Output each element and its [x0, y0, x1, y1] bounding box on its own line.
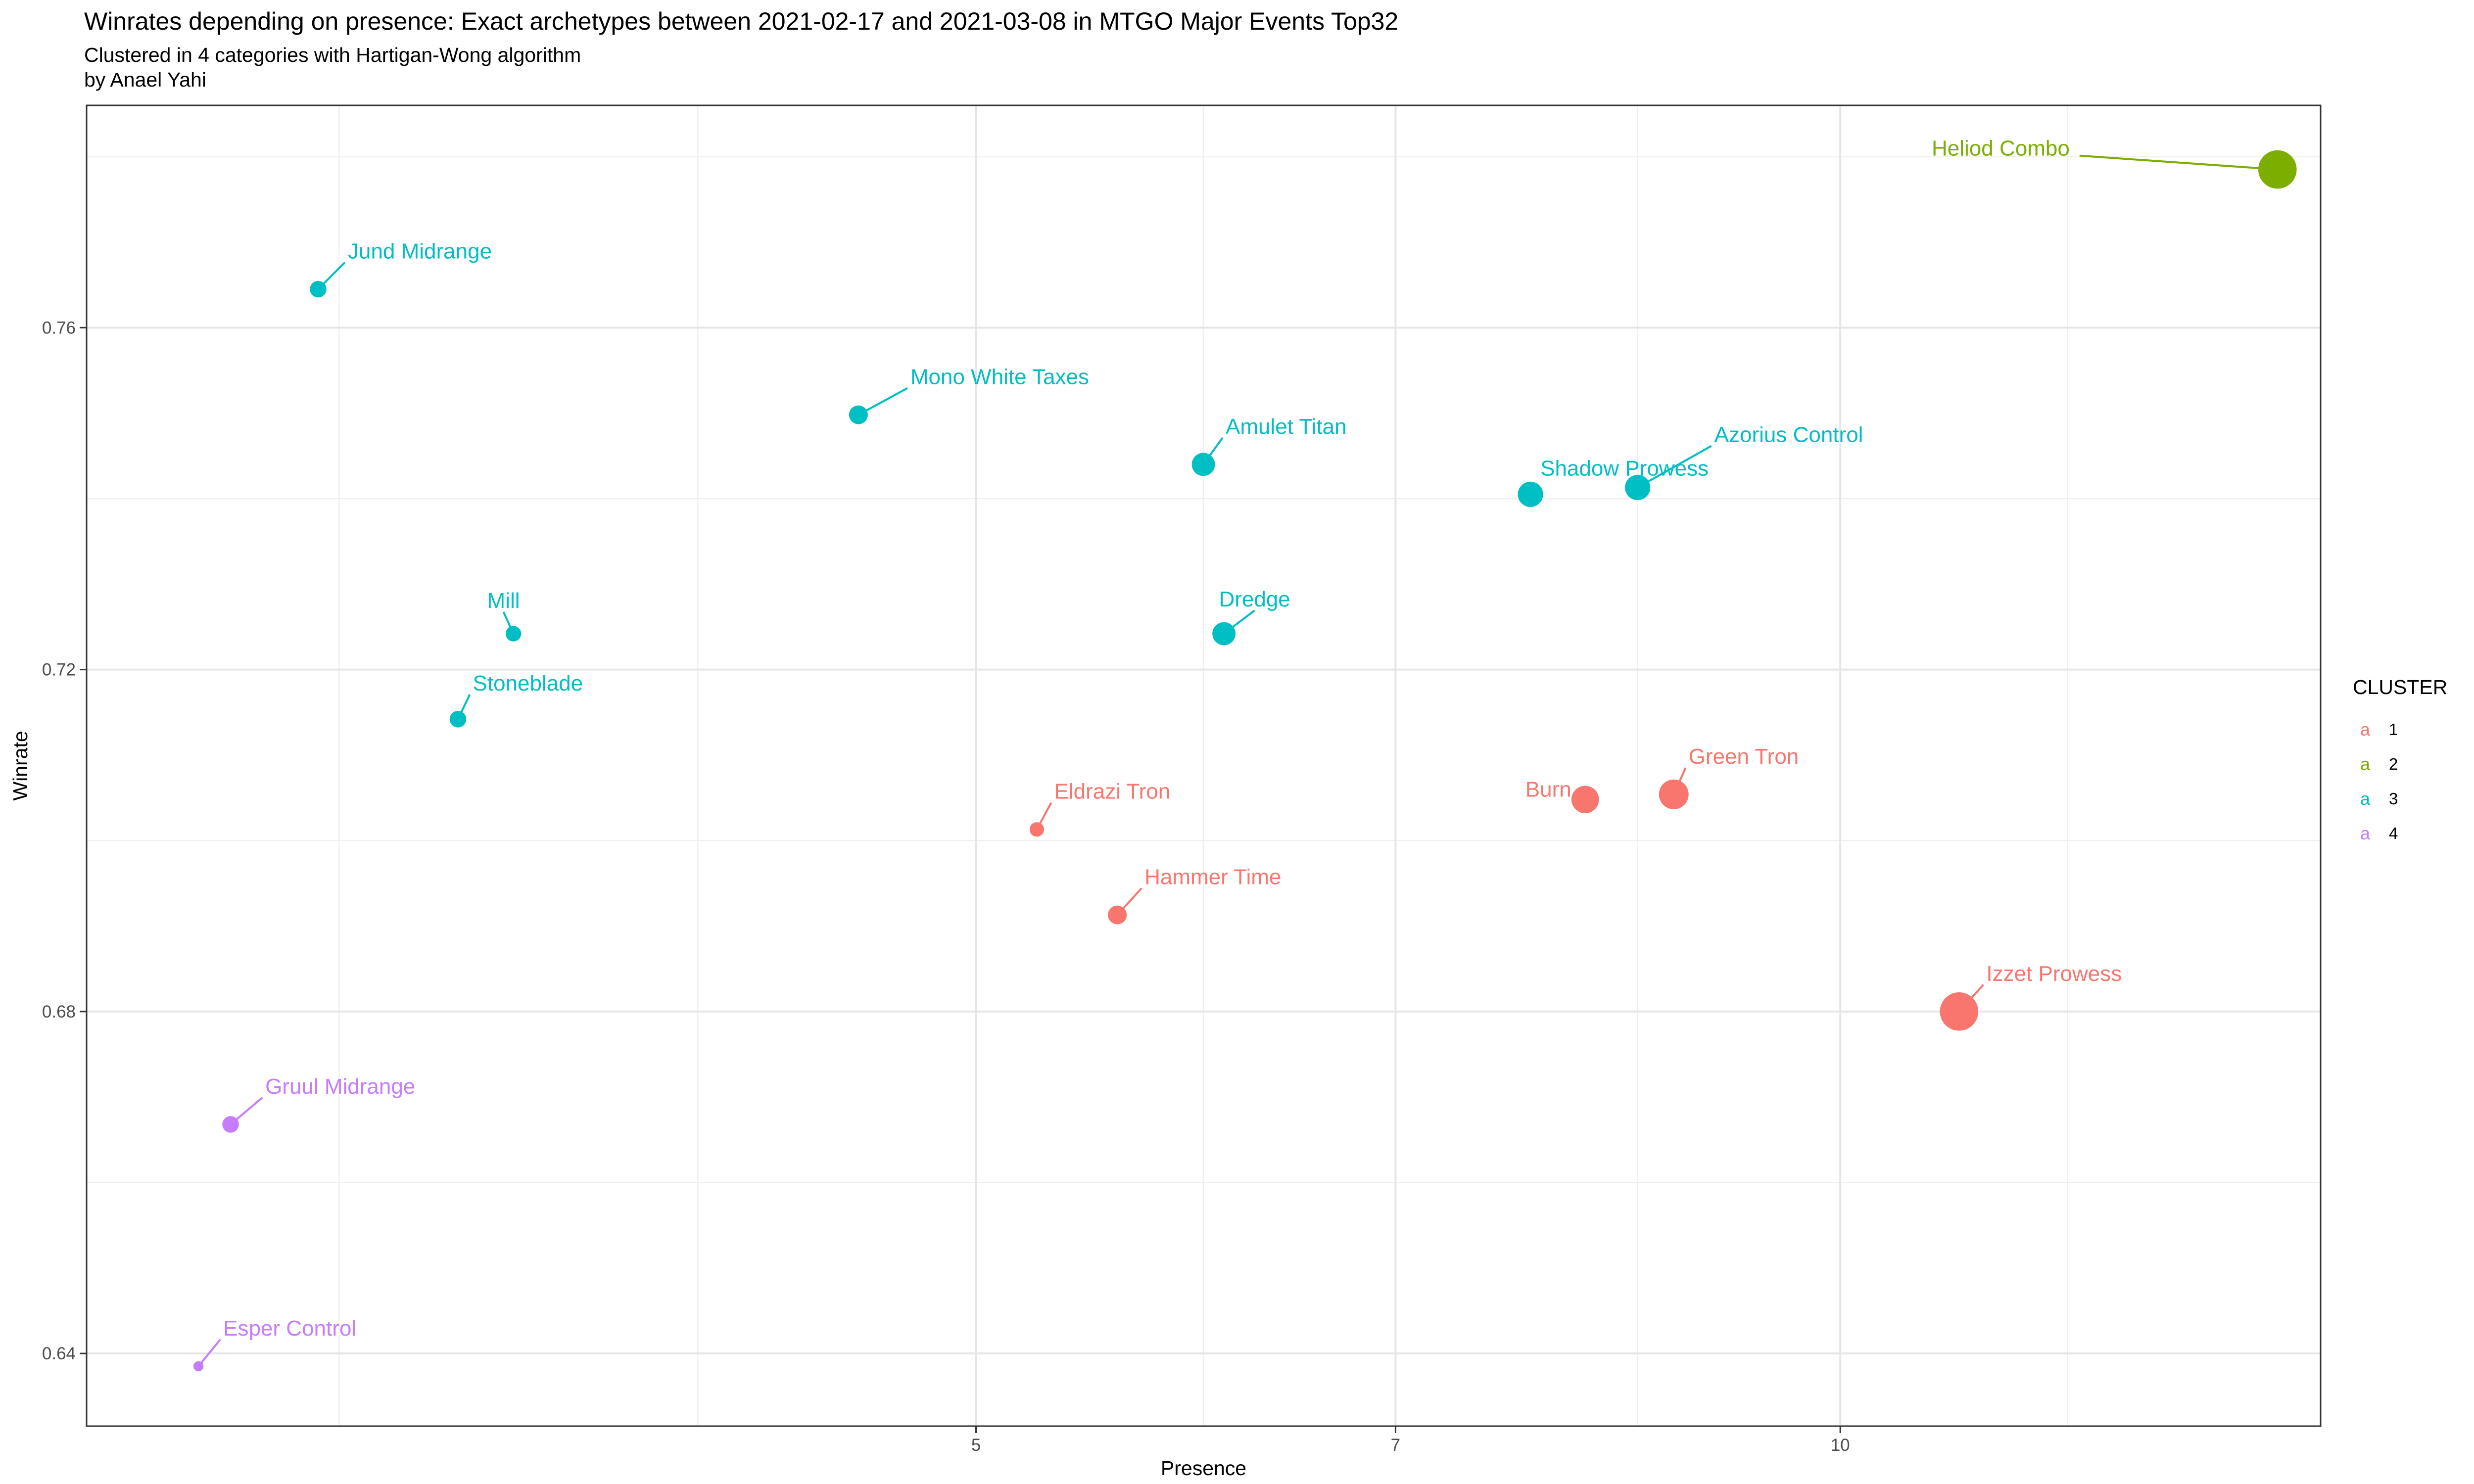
legend-item-cluster-3: a 3 [2355, 783, 2398, 815]
data-point [1571, 786, 1599, 814]
legend-key-cluster-2: a [2360, 754, 2371, 774]
data-point [193, 1361, 204, 1372]
legend-key-cluster-4: a [2360, 823, 2371, 843]
point-label: Dredge [1219, 587, 1290, 611]
x-tick-label: 10 [1831, 1436, 1850, 1455]
data-point [1518, 481, 1543, 507]
point-label-leader [2079, 154, 2278, 171]
legend-item-cluster-4: a 4 [2355, 818, 2398, 849]
y-tick-label: 0.76 [42, 318, 76, 337]
legend-item-cluster-2: a 2 [2355, 748, 2398, 780]
point-label: Shadow Prowess [1540, 456, 1709, 480]
point-label: Hammer Time [1144, 865, 1281, 889]
data-point [1940, 992, 1979, 1031]
point-label-leader [1637, 445, 1712, 489]
legend-label-cluster-1: 1 [2389, 720, 2398, 739]
data-point [310, 280, 327, 298]
y-tick-label: 0.64 [42, 1344, 76, 1363]
data-point [1625, 474, 1651, 501]
point-label: Heliod Combo [1932, 137, 2070, 161]
chart-title: Winrates depending on presence: Exact ar… [84, 7, 1399, 35]
x-tick-label: 7 [1391, 1436, 1400, 1455]
point-label-leader [197, 1339, 221, 1367]
point-label: Izzet Prowess [1986, 962, 2122, 986]
legend-label-cluster-2: 2 [2389, 755, 2398, 773]
chart-subtitle: Clustered in 4 categories with Hartigan-… [84, 44, 581, 66]
y-tick-label: 0.72 [42, 660, 76, 680]
legend-item-cluster-1: a 1 [2355, 714, 2398, 745]
data-point [1108, 905, 1127, 925]
legend-title: CLUSTER [2353, 676, 2448, 698]
legend-label-cluster-3: 3 [2389, 789, 2398, 808]
point-label: Mono White Taxes [910, 365, 1089, 389]
plot-border [86, 104, 2322, 1427]
data-point [2258, 150, 2297, 189]
point-label: Mill [487, 589, 520, 613]
data-point [849, 405, 868, 424]
data-point [449, 711, 467, 728]
point-label: Stoneblade [473, 671, 583, 696]
legend-key-cluster-1: a [2360, 719, 2371, 740]
y-tick-label: 0.68 [42, 1002, 76, 1021]
data-point [505, 626, 522, 642]
legend-label-cluster-4: 4 [2389, 824, 2398, 842]
point-label: Esper Control [223, 1316, 356, 1341]
data-point [1212, 622, 1236, 646]
x-axis-title: Presence [1161, 1457, 1246, 1480]
point-label: Jund Midrange [348, 239, 492, 264]
data-point [222, 1116, 239, 1133]
point-label: Eldrazi Tron [1054, 780, 1170, 804]
point-label: Gruul Midrange [265, 1074, 415, 1099]
data-point [1659, 779, 1689, 809]
x-tick-label: 5 [971, 1436, 981, 1455]
point-label: Burn [1525, 777, 1571, 801]
point-label: Green Tron [1689, 744, 1799, 769]
chart-caption: by Anael Yahi [84, 68, 206, 91]
point-label: Azorius Control [1714, 422, 1863, 447]
y-axis-title: Winrate [9, 731, 32, 800]
legend-key-cluster-3: a [2360, 788, 2371, 809]
point-label: Amulet Titan [1226, 415, 1347, 439]
data-point [1191, 453, 1215, 476]
data-point [1029, 822, 1045, 837]
